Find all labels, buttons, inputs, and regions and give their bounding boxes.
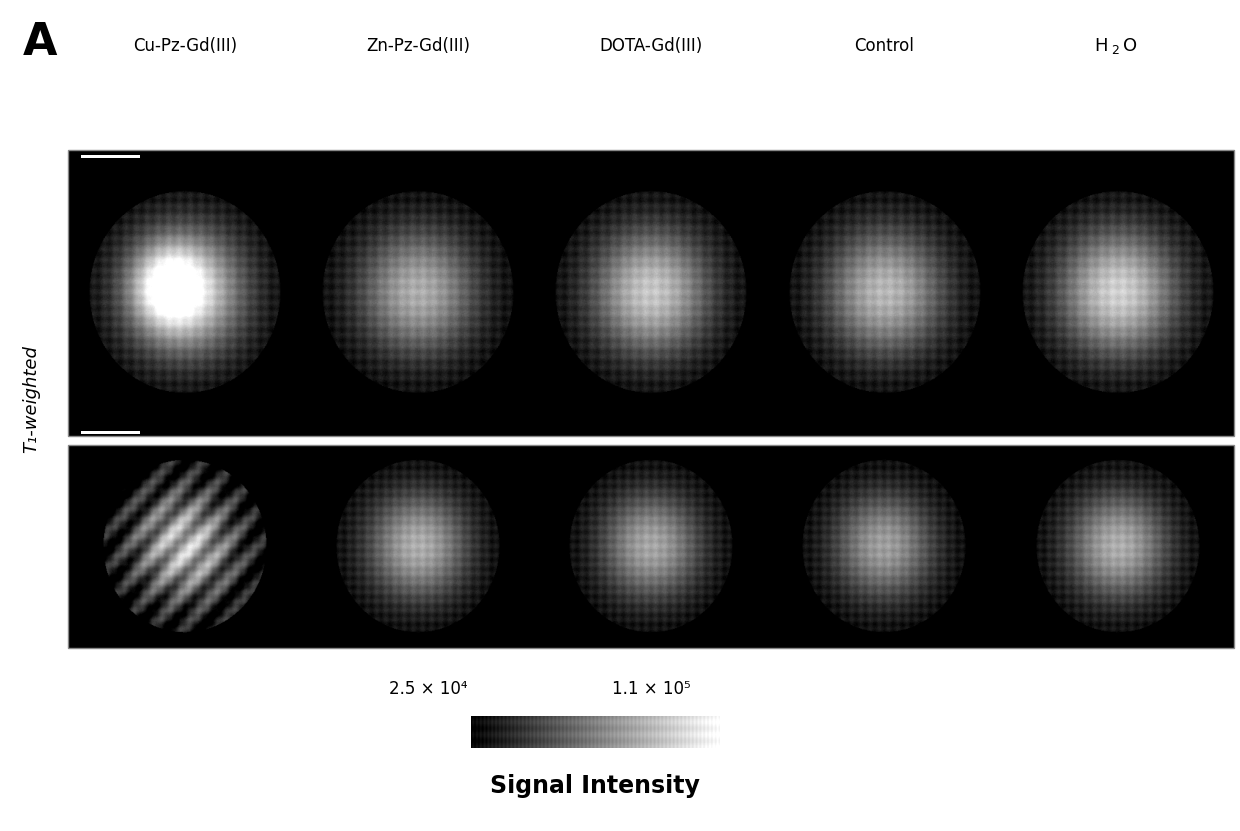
- Text: 2: 2: [1111, 44, 1118, 57]
- Text: DOTA-Gd(III): DOTA-Gd(III): [599, 37, 703, 56]
- Text: 1.1 × 10⁵: 1.1 × 10⁵: [611, 680, 691, 698]
- Text: A: A: [22, 21, 57, 64]
- Text: T₁-weighted: T₁-weighted: [22, 345, 40, 453]
- Text: O: O: [1122, 37, 1137, 56]
- Text: 2.5 × 10⁴: 2.5 × 10⁴: [388, 680, 467, 698]
- Text: Zn-Pz-Gd(III): Zn-Pz-Gd(III): [366, 37, 470, 56]
- Text: Control: Control: [854, 37, 914, 56]
- Text: H: H: [1094, 37, 1107, 56]
- Bar: [81, 431, 140, 434]
- Bar: [68, 150, 1234, 436]
- Bar: [81, 155, 140, 158]
- Text: Signal Intensity: Signal Intensity: [490, 774, 701, 798]
- Text: Cu-Pz-Gd(III): Cu-Pz-Gd(III): [133, 37, 237, 56]
- Bar: [68, 445, 1234, 648]
